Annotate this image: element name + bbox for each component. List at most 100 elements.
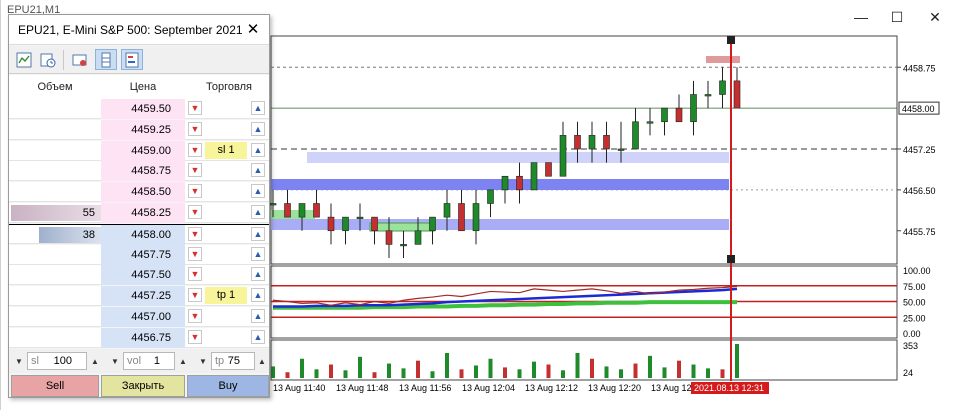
buy-at-price-icon[interactable]: ▲ — [251, 288, 265, 303]
order-cell[interactable]: tp 1 — [205, 287, 247, 305]
order-cell[interactable] — [205, 246, 247, 263]
sell-at-price-icon[interactable]: ▼ — [188, 163, 202, 178]
order-cell[interactable]: sl 1 — [205, 141, 247, 159]
current-price-box — [898, 101, 940, 115]
price-tick-label: 4455.75 — [903, 227, 936, 237]
order-cell[interactable] — [205, 162, 247, 179]
volume-bar — [343, 370, 348, 378]
signal-line — [273, 300, 737, 310]
sell-at-price-icon[interactable]: ▼ — [188, 101, 202, 115]
zone-band — [369, 222, 435, 232]
sl-decrement-icon[interactable]: ▼ — [15, 356, 23, 366]
buy-at-price-icon[interactable]: ▲ — [251, 163, 265, 178]
sell-at-price-icon[interactable]: ▼ — [188, 226, 202, 241]
vol-increment-icon[interactable]: ▲ — [179, 356, 187, 366]
buy-at-price-icon[interactable]: ▲ — [251, 142, 265, 157]
buy-at-price-icon[interactable]: ▲ — [251, 101, 265, 115]
volume-bar — [314, 369, 319, 378]
sell-at-price-icon[interactable]: ▼ — [188, 142, 202, 157]
ladder-view-icon[interactable] — [121, 49, 143, 70]
depth-view-icon[interactable] — [95, 49, 117, 70]
buy-at-price-icon[interactable]: ▲ — [251, 246, 265, 261]
sell-at-price-icon[interactable]: ▼ — [188, 267, 202, 282]
volume-bar — [720, 369, 725, 378]
buy-at-price-icon[interactable]: ▲ — [251, 329, 265, 344]
buy-at-price-icon[interactable]: ▲ — [251, 267, 265, 282]
order-cell[interactable] — [205, 183, 247, 200]
dom-header: EPU21, E-Mini S&P 500: September 2021 ✕ — [9, 15, 269, 45]
close-icon[interactable]: ✕ — [929, 8, 941, 25]
buy-button[interactable]: Buy — [187, 375, 269, 397]
volume-bar — [633, 363, 638, 378]
volume-bar — [735, 344, 739, 378]
cursor-line[interactable]: 2021.08.13 12:31 — [691, 36, 769, 394]
sl-input[interactable]: sl 100 — [27, 352, 87, 370]
tp-increment-icon[interactable]: ▲ — [258, 356, 266, 366]
zone-band — [271, 219, 729, 230]
zone-band — [307, 152, 729, 163]
column-volume: Объем — [37, 81, 73, 93]
time-tick-label: 13 Aug 11:48 — [336, 383, 388, 393]
tp-decrement-icon[interactable]: ▼ — [199, 356, 207, 366]
buy-at-price-icon[interactable]: ▲ — [251, 205, 265, 219]
volume-bar — [517, 369, 522, 378]
history-icon[interactable] — [37, 49, 59, 70]
candle-body — [588, 135, 596, 150]
sell-at-price-icon[interactable]: ▼ — [188, 246, 202, 261]
order-cell[interactable] — [205, 329, 247, 346]
minimize-icon[interactable]: — — [854, 9, 868, 25]
order-cell[interactable] — [205, 121, 247, 138]
price-cell: 4458.25 — [101, 203, 185, 223]
dom-row: 4457.00 ▼ ▲ — [9, 307, 269, 327]
order-cell[interactable] — [205, 204, 247, 221]
maximize-icon[interactable]: ☐ — [890, 8, 904, 25]
candle-body — [501, 175, 509, 191]
candle-body — [516, 175, 523, 191]
sell-at-price-icon[interactable]: ▼ — [188, 121, 202, 136]
dom-close-icon[interactable]: ✕ — [246, 21, 260, 38]
sell-button[interactable]: Sell — [11, 375, 99, 397]
candle-body — [327, 216, 335, 232]
sell-at-price-icon[interactable]: ▼ — [188, 309, 202, 323]
volume-cell — [9, 307, 101, 327]
sell-at-price-icon[interactable]: ▼ — [188, 184, 202, 199]
vol-input[interactable]: vol 1 — [123, 352, 175, 370]
price-cell: 4457.00 — [101, 307, 185, 327]
sell-at-price-icon[interactable]: ▼ — [188, 205, 202, 219]
candle-body — [545, 162, 552, 177]
price-zones — [271, 56, 740, 232]
chart-icon[interactable] — [13, 49, 35, 70]
volume-bar — [503, 367, 507, 378]
order-cell[interactable] — [205, 266, 247, 283]
candle-body — [385, 230, 393, 245]
candle-body — [356, 216, 364, 219]
buy-at-price-icon[interactable]: ▲ — [251, 184, 265, 199]
vol-decrement-icon[interactable]: ▼ — [111, 356, 119, 366]
volume-cell — [9, 286, 101, 306]
buy-at-price-icon[interactable]: ▲ — [251, 226, 265, 241]
sell-at-price-icon[interactable]: ▼ — [188, 329, 202, 344]
close-position-button[interactable]: Закрыть — [101, 375, 185, 397]
price-levels — [271, 66, 897, 191]
candle-body — [559, 135, 567, 177]
sell-at-price-icon[interactable]: ▼ — [188, 288, 202, 303]
volume-bar — [648, 355, 652, 378]
buy-at-price-icon[interactable]: ▲ — [251, 309, 265, 323]
order-cell[interactable] — [205, 226, 247, 243]
dom-row: 4458.75 ▼ ▲ — [9, 161, 269, 182]
order-cell[interactable] — [205, 100, 247, 117]
sl-increment-icon[interactable]: ▲ — [91, 356, 99, 366]
dom-row: 55 4458.25 ▼ ▲ — [9, 203, 269, 223]
dom-row: 4459.00 ▼ sl 1 ▲ — [9, 140, 269, 161]
buy-at-price-icon[interactable]: ▲ — [251, 121, 265, 136]
dom-row: 4459.25 ▼ ▲ — [9, 119, 269, 140]
volume-bar — [546, 364, 551, 378]
one-click-trading-icon[interactable] — [69, 49, 91, 70]
order-cell[interactable] — [205, 308, 247, 325]
volume-bar — [358, 356, 362, 378]
tp-input[interactable]: tp 75 — [211, 352, 255, 370]
candle-body — [603, 135, 610, 150]
volume-bar — [416, 360, 420, 378]
